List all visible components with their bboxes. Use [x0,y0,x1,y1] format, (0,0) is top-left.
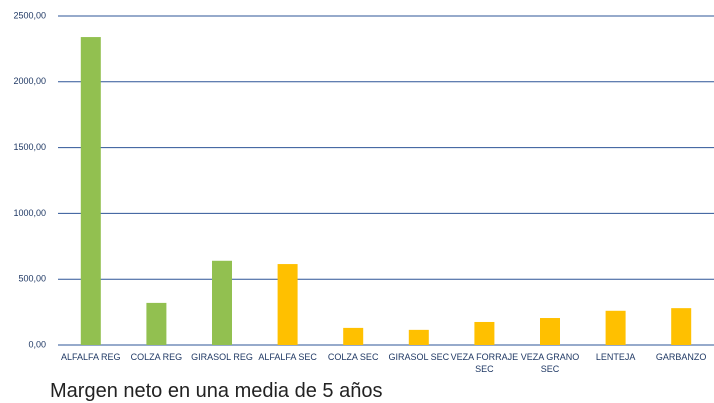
plot: 0,00 500,00 1000,00 1500,00 2000,00 2500,00 [13,10,714,349]
y-tick-label: 1500,00 [13,142,46,152]
x-tick-label: ALFALFA SEC [258,352,317,362]
x-tick-label: COLZA SEC [327,352,379,362]
x-tick-label: COLZA REG [130,352,183,362]
x-tick-label: VEZA GRANO SEC [520,352,580,374]
y-tick-label: 2500,00 [13,10,46,20]
x-tick-label: VEZA FORRAJE SEC [450,352,519,374]
bar [80,37,101,345]
bar [540,318,560,345]
y-tick-label: 1000,00 [13,208,46,218]
bar [146,302,167,345]
bar [343,327,364,345]
chart-title: Margen neto en una media de 5 años [50,380,383,402]
bar [671,308,692,345]
bar [408,329,429,345]
bar [474,321,495,345]
x-tick-label: GARBANZO [655,352,707,362]
x-tick-label: GIRASOL SEC [388,352,450,362]
x-tick-label: GIRASOL REG [191,352,253,362]
x-tick-label: LENTEJA [595,352,636,362]
y-tick-label: 500,00 [18,274,46,284]
y-tick-label: 2000,00 [13,76,46,86]
y-tick-label: 0,00 [28,339,46,349]
bar [277,264,298,345]
bar [605,310,626,345]
bar [212,260,232,345]
x-tick-label: ALFALFA REG [61,352,121,362]
